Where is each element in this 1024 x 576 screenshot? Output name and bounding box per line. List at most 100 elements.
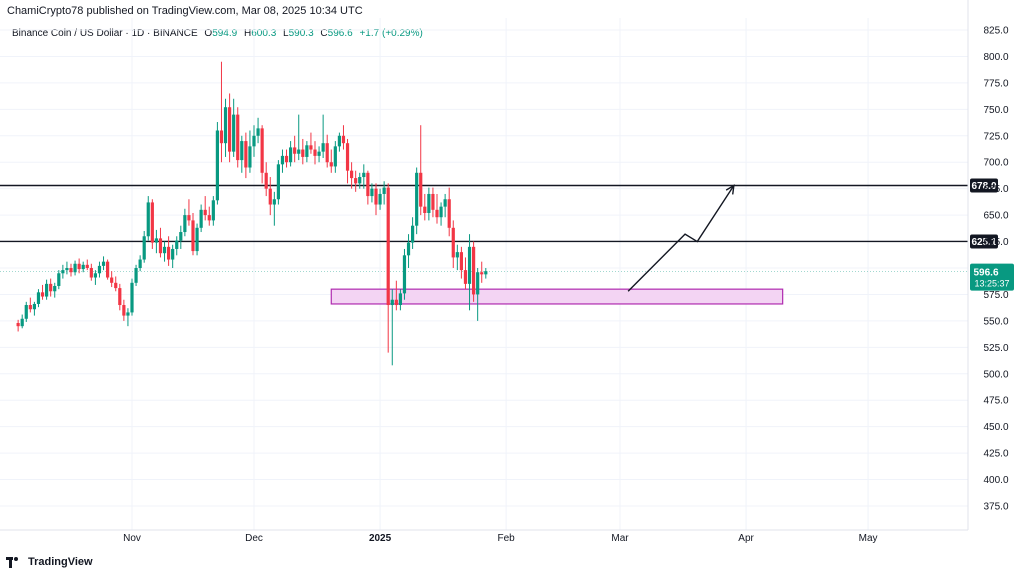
level-price-tag bbox=[970, 234, 998, 249]
candle-body bbox=[354, 178, 358, 184]
candle-body bbox=[187, 215, 191, 221]
time-axis[interactable]: Nov Dec 2025 Feb Mar Apr May bbox=[0, 529, 968, 544]
candle-body bbox=[57, 273, 61, 286]
candle-body bbox=[345, 143, 350, 171]
low-label: L bbox=[283, 28, 289, 39]
current-price-label: 596.6 bbox=[973, 268, 998, 279]
y-tick-label: 425.0 bbox=[983, 449, 1008, 460]
change-value: +1.7 (+0.29%) bbox=[359, 28, 423, 39]
candles bbox=[16, 61, 488, 366]
candle-body bbox=[256, 128, 260, 136]
candle-body bbox=[276, 164, 280, 200]
candle-body bbox=[268, 188, 272, 205]
candle-body bbox=[370, 188, 374, 197]
projection-path[interactable] bbox=[627, 185, 735, 292]
y-tick-label: 400.0 bbox=[983, 475, 1008, 486]
candle-body bbox=[406, 242, 411, 256]
close-value: 596.6 bbox=[327, 28, 353, 39]
x-tick-label: Nov bbox=[123, 533, 141, 544]
candle-body bbox=[244, 141, 248, 168]
candle-body bbox=[179, 232, 183, 241]
candle-body bbox=[415, 172, 419, 226]
high-value: 600.3 bbox=[251, 28, 277, 39]
candle-body bbox=[199, 209, 203, 228]
candle-body bbox=[447, 199, 451, 228]
candle-body bbox=[24, 305, 28, 319]
candle-body bbox=[378, 193, 382, 205]
candle-body bbox=[69, 268, 73, 273]
candle-body bbox=[40, 292, 45, 297]
support-zone[interactable] bbox=[330, 288, 784, 305]
level-price-label: 625.1 bbox=[971, 237, 996, 248]
candle-body bbox=[390, 299, 394, 306]
candle-body bbox=[215, 130, 219, 201]
candle-body bbox=[146, 202, 150, 237]
candle-body bbox=[439, 206, 443, 218]
candle-body bbox=[65, 268, 69, 271]
projection-arrow[interactable] bbox=[627, 184, 735, 292]
candle-body bbox=[191, 220, 195, 252]
candle-body bbox=[309, 145, 313, 150]
x-tick-label: May bbox=[859, 533, 878, 544]
y-tick-label: 825.0 bbox=[983, 26, 1008, 37]
y-tick-label: 525.0 bbox=[983, 343, 1008, 354]
candle-body bbox=[366, 172, 370, 197]
candle-body bbox=[167, 246, 171, 260]
y-tick-label: 475.0 bbox=[983, 396, 1008, 407]
y-tick-label: 775.0 bbox=[983, 78, 1008, 89]
candle-body bbox=[423, 206, 427, 213]
candle-body bbox=[171, 248, 175, 260]
candle-body bbox=[20, 318, 24, 327]
candle-body bbox=[110, 277, 114, 283]
support-zone-box[interactable] bbox=[330, 288, 784, 305]
candle-body bbox=[195, 227, 199, 252]
candle-body bbox=[398, 293, 402, 306]
candle-body bbox=[101, 261, 106, 266]
price-axis[interactable]: 375.0 400.0 425.0 450.0 475.0 500.0 525.0 550.0… bbox=[967, 0, 1014, 530]
candle-body bbox=[162, 246, 167, 254]
candle-body bbox=[28, 305, 32, 310]
candle-body bbox=[451, 227, 455, 258]
candle-body bbox=[130, 282, 134, 313]
candle-body bbox=[301, 149, 305, 157]
candle-body bbox=[175, 240, 179, 249]
high-label: H bbox=[244, 28, 252, 39]
candle-body bbox=[49, 283, 53, 292]
candle-body bbox=[455, 252, 459, 258]
candle-body bbox=[183, 215, 187, 233]
candle-body bbox=[122, 305, 126, 316]
candle-body bbox=[219, 130, 224, 144]
symbol-name[interactable]: Binance Coin / US Dollar · 1D · BINANCE bbox=[12, 28, 198, 39]
candle-body bbox=[53, 285, 57, 292]
candle-body bbox=[435, 209, 439, 218]
candle-body bbox=[45, 283, 49, 297]
candle-body bbox=[484, 271, 488, 275]
candle-body bbox=[333, 146, 337, 167]
candle-body bbox=[240, 141, 244, 161]
open-value: 594.9 bbox=[212, 28, 238, 39]
level-price-label: 678.0 bbox=[971, 181, 996, 192]
y-tick-label: 500.0 bbox=[983, 369, 1008, 380]
candle-body bbox=[317, 151, 321, 156]
candle-body bbox=[114, 282, 118, 289]
candle-body bbox=[77, 263, 81, 270]
y-tick-label: 750.0 bbox=[983, 105, 1008, 116]
candle-body bbox=[463, 270, 468, 284]
candle-body bbox=[289, 147, 293, 163]
candle-body bbox=[362, 172, 366, 178]
current-price-tag bbox=[970, 263, 1014, 291]
candle-body bbox=[427, 193, 431, 213]
candle-body bbox=[89, 268, 93, 278]
candle-body bbox=[313, 149, 317, 156]
publisher-header: ChamiCrypto78 published on TradingView.c… bbox=[7, 5, 363, 17]
candle-body bbox=[126, 312, 130, 316]
candle-body bbox=[402, 255, 407, 294]
grid bbox=[0, 18, 968, 530]
candle-body bbox=[284, 155, 289, 163]
candle-body bbox=[386, 187, 390, 306]
low-value: 590.3 bbox=[288, 28, 314, 39]
candle-body bbox=[232, 114, 236, 152]
candle-body bbox=[329, 162, 333, 167]
price-chart[interactable]: 678.0 625.1 375.0 400.0 425.0 450.0 475.0 500.… bbox=[0, 0, 1024, 556]
candle-body bbox=[154, 238, 158, 243]
